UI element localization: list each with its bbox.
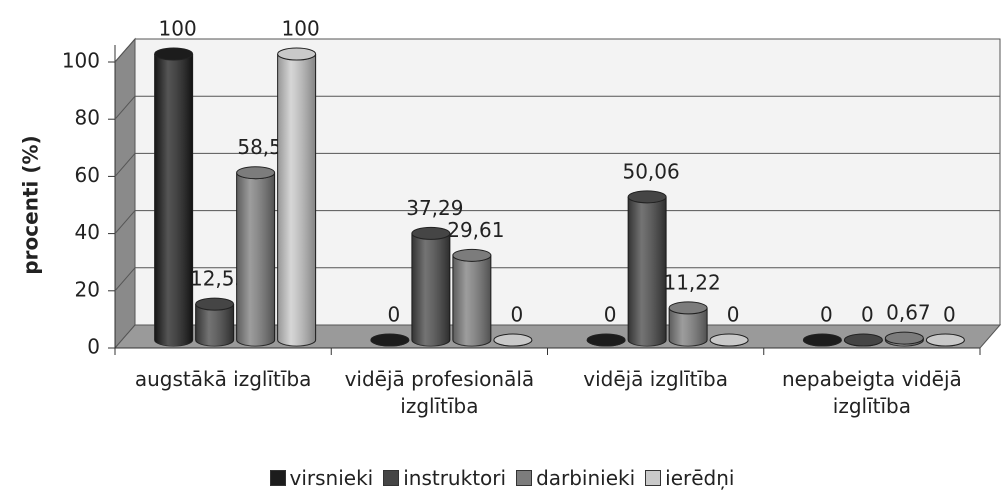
legend-swatch	[516, 470, 533, 486]
value-label: 0	[820, 303, 833, 327]
cylinder-top	[802, 333, 842, 347]
cylinder-top	[154, 47, 194, 61]
legend-label: ierēdņi	[665, 466, 735, 490]
grid-line	[114, 95, 136, 120]
cylinder-top	[843, 333, 883, 347]
legend-swatch	[645, 470, 662, 486]
value-label: 11,22	[663, 270, 720, 294]
cylinder-top	[236, 166, 276, 180]
legend-label: darbinieki	[536, 466, 636, 490]
value-label: 29,61	[447, 218, 504, 242]
legend-label: virsnieki	[289, 466, 374, 490]
grid-line	[114, 210, 136, 234]
cylinder-shade	[628, 196, 667, 346]
cylinder-top	[709, 333, 749, 347]
legend-item: virsnieki	[269, 466, 374, 490]
cylinder-top	[411, 226, 451, 240]
value-label: 0	[388, 303, 401, 327]
value-label: 37,29	[406, 196, 463, 220]
legend-item: darbinieki	[516, 466, 635, 490]
value-label: 0,67	[886, 301, 931, 325]
x-tick-label: vidējā izglītība	[583, 367, 729, 391]
y-axis-title: procenti (%)	[19, 135, 43, 274]
cylinder-top	[277, 47, 317, 61]
legend-swatch	[383, 470, 400, 486]
cylinder-top	[884, 331, 924, 345]
cylinder-shade	[452, 255, 491, 346]
y-tick-label: 100	[62, 49, 100, 73]
cylinder-top	[668, 301, 708, 315]
cylinder-shade	[236, 172, 275, 346]
y-tick-label: 80	[75, 106, 100, 130]
cylinder-top	[370, 333, 410, 347]
legend-item: ierēdņi	[645, 466, 735, 490]
y-tick-label: 0	[87, 335, 100, 359]
x-tick-label: nepabeigta vidējā izglītība	[781, 367, 962, 418]
cylinder-top	[195, 297, 235, 311]
value-label: 50,06	[622, 159, 679, 183]
value-label: 58,5	[237, 135, 282, 159]
x-tick-label: vidējā profesionālā izglītība	[344, 367, 535, 418]
value-label: 0	[727, 303, 740, 327]
cylinder-shade	[195, 304, 234, 346]
legend: virsnieki instruktori darbinieki ierēdņi	[0, 466, 1004, 490]
cylinder-top	[586, 333, 626, 347]
value-label: 0	[861, 303, 874, 327]
y-tick-label: 40	[75, 220, 100, 244]
grid-line	[114, 38, 136, 63]
cylinder-shade	[885, 338, 924, 346]
value-label: 100	[159, 17, 197, 41]
grid-line	[114, 153, 136, 177]
legend-swatch	[269, 470, 286, 486]
legend-label: instruktori	[403, 466, 507, 490]
cylinder-top	[493, 333, 533, 347]
value-label: 0	[604, 303, 617, 327]
cylinder-top	[452, 248, 492, 262]
x-tick-label: augstākā izglītība	[134, 367, 312, 391]
value-label: 0	[943, 303, 956, 327]
legend-item: instruktori	[383, 466, 506, 490]
y-tick-label: 60	[75, 163, 100, 187]
y-tick-label: 20	[75, 277, 100, 301]
value-label: 100	[282, 17, 320, 41]
cylinder-shade	[669, 307, 708, 346]
cylinder-shade	[277, 54, 316, 346]
grid-line	[114, 267, 136, 292]
side-wall	[114, 37, 136, 350]
cylinder-shade	[154, 54, 193, 346]
cylinder-top	[627, 190, 667, 204]
cylinder-shade	[411, 233, 450, 346]
cylinder-top	[925, 333, 965, 347]
value-label: 0	[511, 303, 524, 327]
